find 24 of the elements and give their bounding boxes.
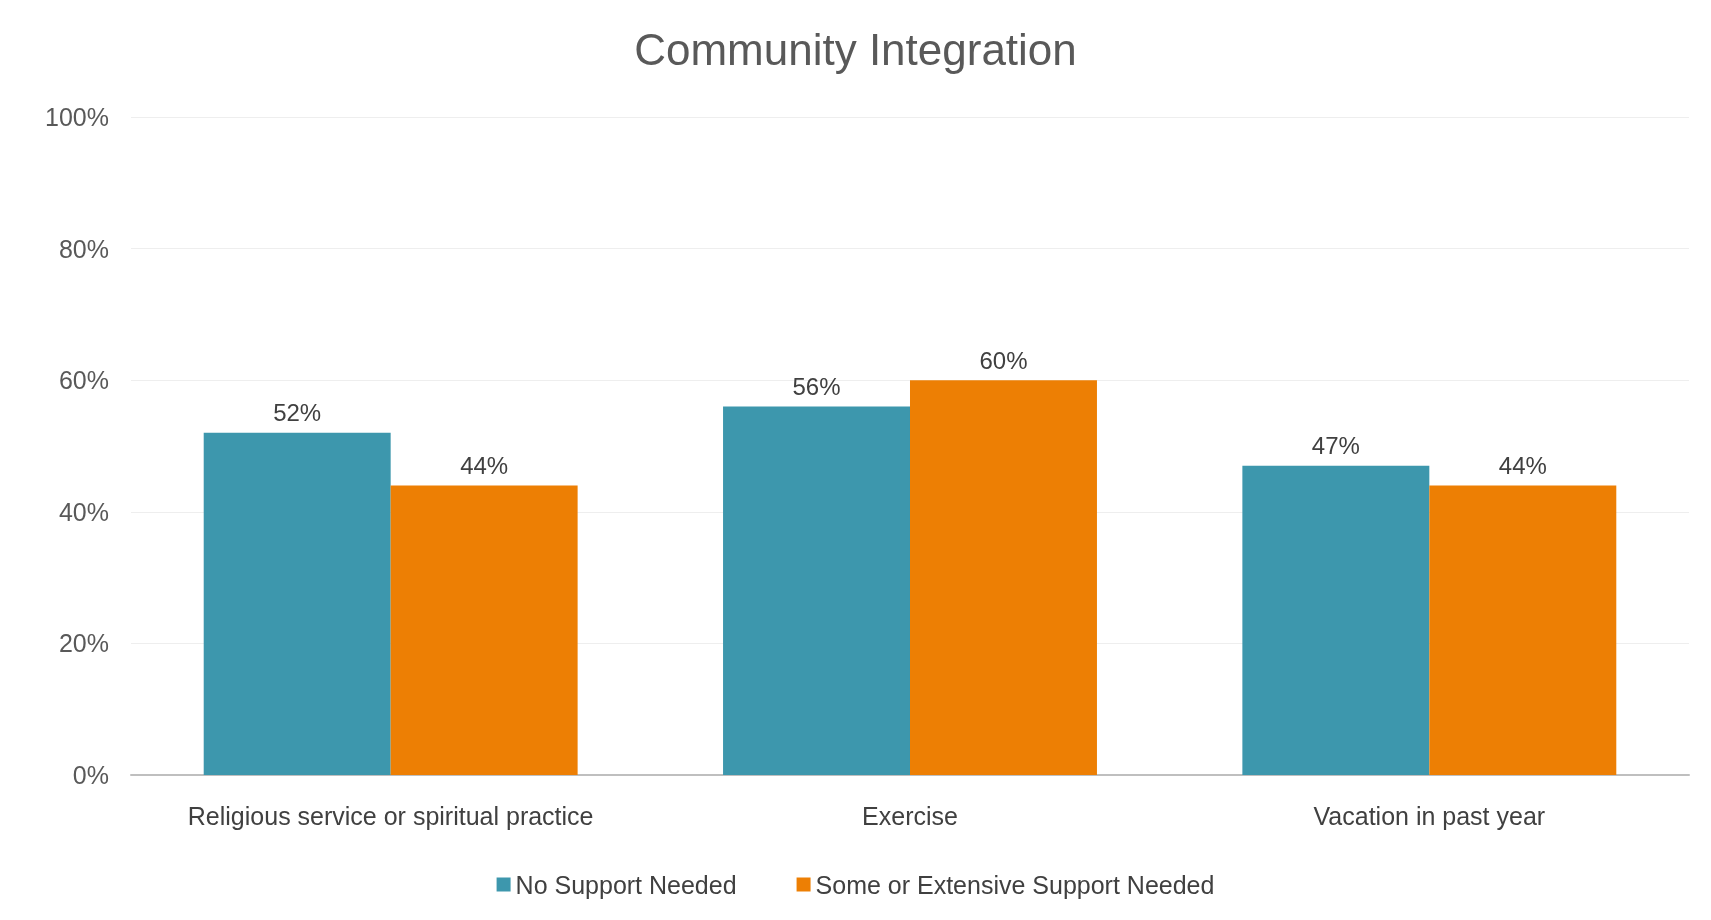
data-label: 44%	[460, 451, 509, 479]
y-tick-label: 60%	[58, 366, 109, 395]
data-label: 56%	[792, 373, 841, 401]
bar	[723, 406, 910, 775]
bar	[1429, 485, 1617, 775]
y-tick-label: 80%	[58, 234, 109, 263]
x-tick-label: Religious service or spiritual practice	[187, 801, 594, 830]
data-label: 52%	[273, 399, 322, 427]
bar	[203, 432, 391, 775]
bar	[910, 380, 1097, 775]
data-label: 47%	[1311, 432, 1360, 460]
x-tick-label: Exercise	[862, 801, 958, 830]
y-tick-label: 0%	[72, 761, 109, 789]
legend-label: Some or Extensive Support Needed	[815, 870, 1215, 899]
bar	[390, 485, 578, 775]
legend-label: No Support Needed	[515, 870, 737, 899]
data-label: 60%	[979, 346, 1028, 374]
y-tick-label: 40%	[58, 497, 109, 526]
y-tick-label: 100%	[45, 103, 109, 131]
x-tick-label: Vacation in past year	[1313, 801, 1546, 830]
chart-title: Community Integration	[634, 24, 1077, 74]
y-tick-label: 20%	[58, 629, 109, 658]
data-label: 44%	[1498, 451, 1547, 479]
bar	[1242, 465, 1430, 775]
